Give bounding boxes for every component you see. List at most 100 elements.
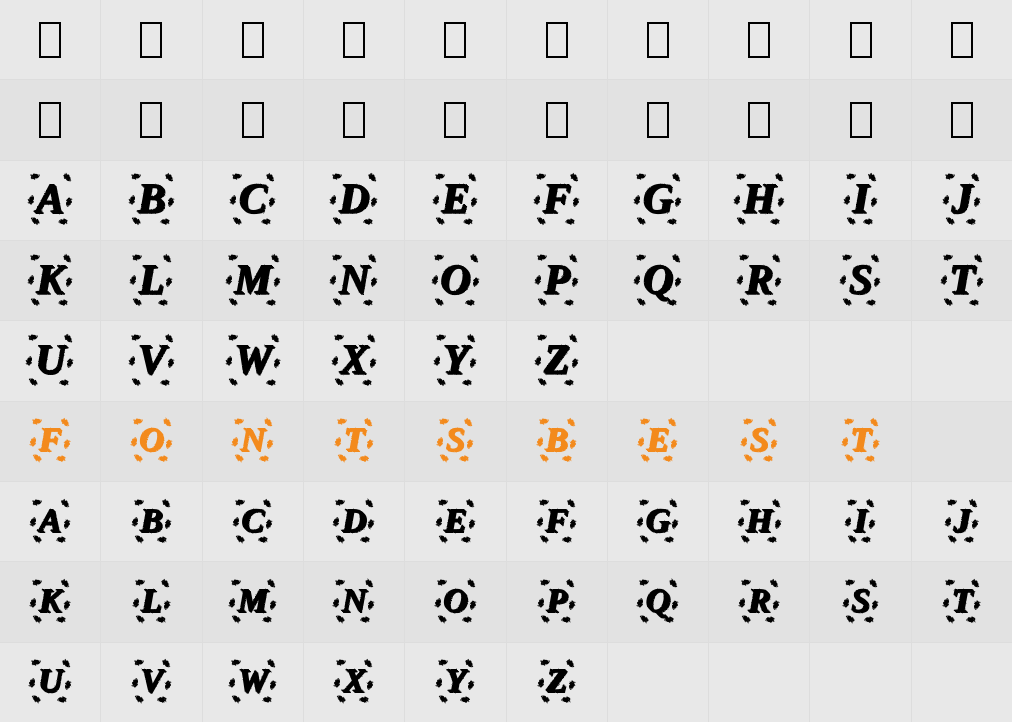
leaf-icon: ❧	[739, 497, 750, 509]
leaf-icon: ❧	[538, 417, 549, 429]
leaf-icon: ❧	[233, 520, 243, 527]
leaf-icon: ❧	[34, 612, 44, 624]
missing-glyph-icon	[242, 22, 264, 58]
leaf-icon: ❧	[944, 578, 955, 590]
leaf-icon: ❧	[132, 375, 142, 387]
leaf-icon: ❧	[361, 532, 371, 544]
leaf-icon: ❧	[566, 333, 577, 345]
leaf-icon: ❧	[637, 520, 647, 527]
leaf-icon: ❧	[535, 278, 545, 285]
glyph-cell: ❧❧❧❧❧❧	[304, 643, 404, 722]
leaf-icon: ❧	[538, 497, 549, 509]
leaf-icon: ❧	[564, 375, 574, 387]
leaf-icon: ❧	[966, 497, 977, 509]
leaf-icon: ❧	[132, 417, 143, 429]
glyph-cell	[405, 0, 505, 79]
leaf-icon: ❧	[843, 417, 854, 429]
glyph-letter: ❧❧❧❧❧❧	[750, 424, 768, 458]
leaf-icon: ❧	[638, 578, 649, 590]
leaf-icon: ❧	[944, 172, 955, 184]
glyph-letter: ❧❧❧❧❧❧	[39, 505, 61, 539]
leaf-icon: ❧	[331, 358, 341, 365]
glyph-cell: ❧❧❧❧❧❧	[304, 321, 404, 400]
leaf-icon: ❧	[337, 532, 347, 544]
leaf-icon: ❧	[132, 214, 142, 226]
glyph-cell: ❧❧❧❧❧❧	[709, 562, 809, 641]
leaf-icon: ❧	[235, 451, 245, 463]
leaf-icon: ❧	[334, 680, 344, 687]
leaf-icon: ❧	[768, 295, 778, 307]
leaf-icon: ❧	[234, 497, 245, 509]
leaf-icon: ❧	[132, 600, 142, 607]
leaf-icon: ❧	[31, 417, 42, 429]
glyph-letter: ❧❧❧❧❧❧	[37, 179, 64, 221]
leaf-icon: ❧	[29, 252, 40, 264]
glyph-cell: ❧❧❧❧❧❧	[405, 321, 505, 400]
glyph-cell: ❧❧❧❧❧❧	[101, 241, 201, 320]
leaf-icon: ❧	[539, 578, 550, 590]
leaf-icon: ❧	[865, 612, 875, 624]
glyph-letter: ❧❧❧❧❧❧	[342, 585, 366, 619]
leaf-icon: ❧	[642, 451, 652, 463]
glyph-cell: ❧❧❧❧❧❧	[810, 562, 910, 641]
glyph-letter: ❧❧❧❧❧❧	[643, 179, 672, 221]
leaf-icon: ❧	[459, 451, 469, 463]
leaf-icon: ❧	[56, 532, 66, 544]
leaf-icon: ❧	[669, 252, 680, 264]
leaf-icon: ❧	[63, 197, 73, 204]
leaf-icon: ❧	[666, 578, 677, 590]
glyph-cell: ❧❧❧❧❧❧	[405, 161, 505, 240]
glyph-cell	[507, 80, 607, 159]
leaf-icon: ❧	[229, 680, 239, 687]
leaf-icon: ❧	[774, 197, 784, 204]
leaf-icon: ❧	[63, 278, 73, 285]
leaf-icon: ❧	[537, 680, 547, 687]
glyph-cell: ❧❧❧❧❧❧	[405, 643, 505, 722]
glyph-letter: ❧❧❧❧❧❧	[344, 424, 364, 458]
leaf-icon: ❧	[638, 214, 648, 226]
glyph-letter: ❧❧❧❧❧❧	[141, 665, 163, 699]
leaf-icon: ❧	[536, 252, 547, 264]
leaf-icon: ❧	[436, 497, 447, 509]
leaf-icon: ❧	[225, 278, 235, 285]
leaf-icon: ❧	[440, 692, 450, 704]
leaf-icon: ❧	[133, 497, 144, 509]
leaf-icon: ❧	[772, 278, 782, 285]
leaf-icon: ❧	[130, 439, 140, 446]
leaf-icon: ❧	[336, 417, 347, 429]
leaf-icon: ❧	[869, 600, 879, 607]
leaf-icon: ❧	[365, 520, 375, 527]
glyph-cell	[810, 321, 910, 400]
leaf-icon: ❧	[229, 600, 239, 607]
leaf-icon: ❧	[672, 278, 682, 285]
leaf-icon: ❧	[467, 358, 477, 365]
glyph-letter: ❧❧❧❧❧❧	[952, 179, 972, 221]
glyph-cell: ❧❧❧❧❧❧	[810, 482, 910, 561]
leaf-icon: ❧	[434, 600, 444, 607]
leaf-icon: ❧	[162, 680, 172, 687]
glyph-cell: ❧❧❧❧❧❧	[507, 161, 607, 240]
leaf-icon: ❧	[466, 600, 476, 607]
leaf-icon: ❧	[60, 252, 71, 264]
leaf-icon: ❧	[365, 252, 376, 264]
leaf-icon: ❧	[769, 252, 780, 264]
leaf-icon: ❧	[866, 520, 876, 527]
leaf-icon: ❧	[60, 439, 70, 446]
leaf-icon: ❧	[30, 520, 40, 527]
leaf-icon: ❧	[158, 578, 169, 590]
leaf-icon: ❧	[540, 451, 550, 463]
leaf-icon: ❧	[968, 172, 979, 184]
leaf-icon: ❧	[334, 578, 345, 590]
leaf-icon: ❧	[368, 278, 378, 285]
leaf-icon: ❧	[435, 295, 445, 307]
leaf-icon: ❧	[664, 451, 674, 463]
leaf-icon: ❧	[867, 417, 878, 429]
leaf-icon: ❧	[539, 658, 550, 670]
leaf-icon: ❧	[268, 333, 279, 345]
glyph-cell	[810, 80, 910, 159]
glyph-cell	[709, 321, 809, 400]
glyph-cell	[101, 80, 201, 159]
leaf-icon: ❧	[841, 252, 852, 264]
glyph-cell: ❧❧❧❧❧❧	[0, 241, 100, 320]
missing-glyph-icon	[748, 102, 770, 138]
